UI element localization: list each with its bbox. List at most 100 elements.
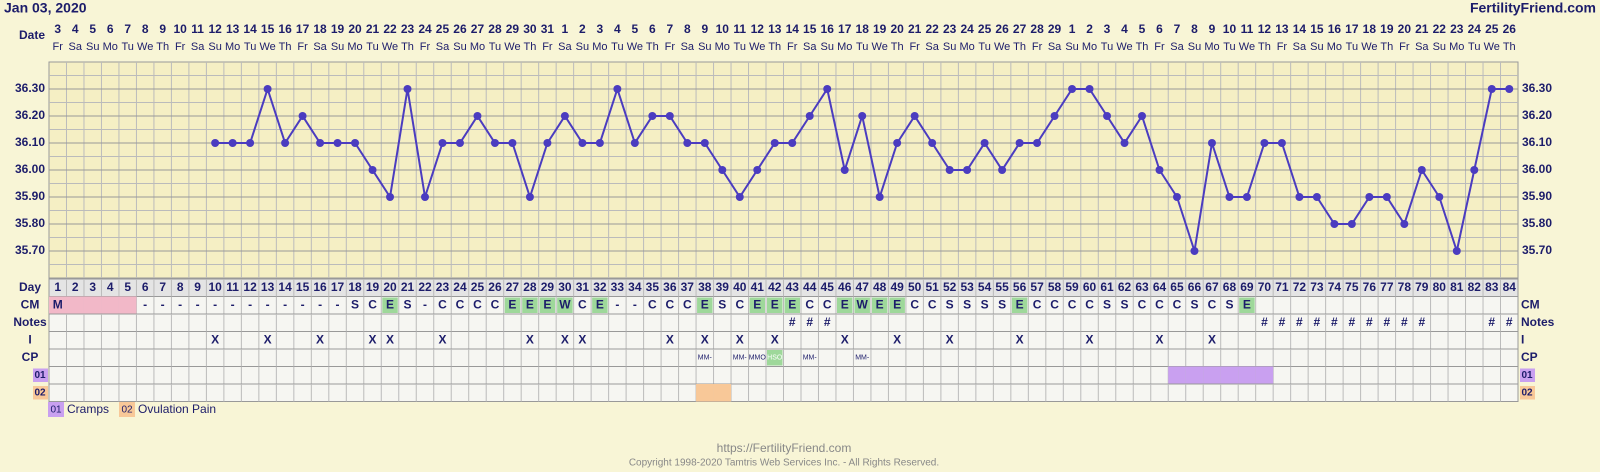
date-label: 12 bbox=[751, 22, 765, 36]
temp-point bbox=[298, 112, 307, 120]
day-number: 66 bbox=[1188, 280, 1202, 294]
temp-point bbox=[1085, 85, 1094, 93]
weekday-label: We bbox=[994, 41, 1010, 53]
weekday-label: We bbox=[749, 41, 765, 53]
cell-text: C bbox=[456, 297, 465, 311]
day-number: 68 bbox=[1223, 280, 1237, 294]
date-label: 3 bbox=[54, 22, 61, 36]
day-number: 27 bbox=[506, 280, 520, 294]
row-label: CP bbox=[1521, 350, 1538, 364]
symptom-cell bbox=[1203, 366, 1221, 384]
temp-point bbox=[368, 166, 377, 174]
cell-text: X bbox=[316, 332, 324, 346]
y-tick-label: 36.30 bbox=[1522, 81, 1552, 95]
cell-text: W bbox=[559, 297, 571, 311]
date-label: 5 bbox=[632, 22, 639, 36]
day-number: 57 bbox=[1030, 280, 1044, 294]
symptom-cell bbox=[1255, 366, 1274, 384]
date-label: 10 bbox=[1223, 22, 1237, 36]
cell-text: # bbox=[824, 315, 831, 329]
row-label: 02 bbox=[34, 387, 46, 398]
y-tick-label: 36.00 bbox=[15, 162, 45, 176]
day-number: 13 bbox=[261, 280, 275, 294]
date-label: 13 bbox=[226, 22, 240, 36]
day-number: 81 bbox=[1450, 280, 1464, 294]
temp-point bbox=[1312, 193, 1321, 201]
highlight-cell bbox=[539, 297, 556, 313]
weekday-label: Su bbox=[331, 41, 344, 53]
y-tick-label: 36.10 bbox=[1522, 135, 1552, 149]
temp-point bbox=[1260, 139, 1269, 147]
row-label: 01 bbox=[34, 370, 46, 381]
date-label: 11 bbox=[191, 22, 204, 36]
day-number: 28 bbox=[523, 280, 537, 294]
day-number: 19 bbox=[366, 280, 380, 294]
temp-point bbox=[648, 112, 657, 120]
weekday-label: We bbox=[1484, 41, 1500, 53]
legend-swatch bbox=[48, 402, 64, 417]
date-label: 7 bbox=[1174, 22, 1181, 36]
temp-point bbox=[945, 166, 954, 174]
cell-text: S bbox=[963, 297, 971, 311]
cell-text: E bbox=[876, 297, 884, 311]
cell-text: C bbox=[1208, 297, 1217, 311]
date-label: 13 bbox=[1275, 22, 1289, 36]
weekday-label: Sa bbox=[436, 41, 450, 53]
cell-text: C bbox=[473, 297, 482, 311]
day-number: 41 bbox=[751, 280, 765, 294]
cell-text: - bbox=[283, 297, 287, 311]
date-label: 8 bbox=[1191, 22, 1198, 36]
cell-text: C bbox=[665, 297, 674, 311]
date-label: 10 bbox=[173, 22, 187, 36]
cell-text: E bbox=[788, 297, 796, 311]
date-label: 11 bbox=[733, 22, 746, 36]
weekday-label: Fr bbox=[175, 41, 186, 53]
cell-text: # bbox=[1366, 315, 1373, 329]
date-label: 21 bbox=[908, 22, 922, 36]
date-label: 20 bbox=[1398, 22, 1412, 36]
day-number: 8 bbox=[177, 280, 184, 294]
cell-text: X bbox=[841, 332, 849, 346]
date-label: 29 bbox=[506, 22, 520, 36]
cell-text: E bbox=[1243, 297, 1251, 311]
cell-text: MM- bbox=[803, 355, 818, 362]
temp-point bbox=[630, 139, 639, 147]
weekday-label: We bbox=[1116, 41, 1132, 53]
day-number: 38 bbox=[698, 280, 712, 294]
date-label: 26 bbox=[1503, 22, 1517, 36]
cell-text: X bbox=[211, 332, 219, 346]
y-tick-label: 35.80 bbox=[1522, 216, 1552, 230]
weekday-label: Th bbox=[1013, 41, 1026, 53]
cell-text: W bbox=[857, 297, 869, 311]
cell-text: C bbox=[928, 297, 937, 311]
date-label: 8 bbox=[142, 22, 149, 36]
day-number: 63 bbox=[1135, 280, 1149, 294]
row-label: Notes bbox=[1521, 315, 1555, 329]
date-label: 5 bbox=[89, 22, 96, 36]
weekday-label: Sa bbox=[191, 41, 205, 53]
date-label: 23 bbox=[401, 22, 415, 36]
day-number: 7 bbox=[159, 280, 166, 294]
y-tick-label: 36.10 bbox=[15, 135, 45, 149]
date-label: 16 bbox=[1328, 22, 1342, 36]
period-cell bbox=[118, 296, 137, 314]
date-label: 9 bbox=[1209, 22, 1216, 36]
highlight-cell bbox=[836, 297, 853, 313]
cell-text: E bbox=[841, 297, 849, 311]
day-number: 26 bbox=[488, 280, 502, 294]
weekday-label: Su bbox=[576, 41, 589, 53]
weekday-label: Th bbox=[1380, 41, 1393, 53]
date-label: 4 bbox=[614, 22, 621, 36]
day-number: 79 bbox=[1415, 280, 1429, 294]
date-label: 5 bbox=[1139, 22, 1146, 36]
highlight-cell bbox=[1011, 297, 1028, 313]
day-number: 31 bbox=[576, 280, 590, 294]
weekday-label: Su bbox=[1433, 41, 1446, 53]
highlight-cell bbox=[871, 297, 888, 313]
cell-text: E bbox=[893, 297, 901, 311]
temp-point bbox=[700, 139, 709, 147]
day-number: 55 bbox=[995, 280, 1009, 294]
day-number: 60 bbox=[1083, 280, 1097, 294]
date-label: 1 bbox=[562, 22, 569, 36]
date-label: 7 bbox=[666, 22, 673, 36]
